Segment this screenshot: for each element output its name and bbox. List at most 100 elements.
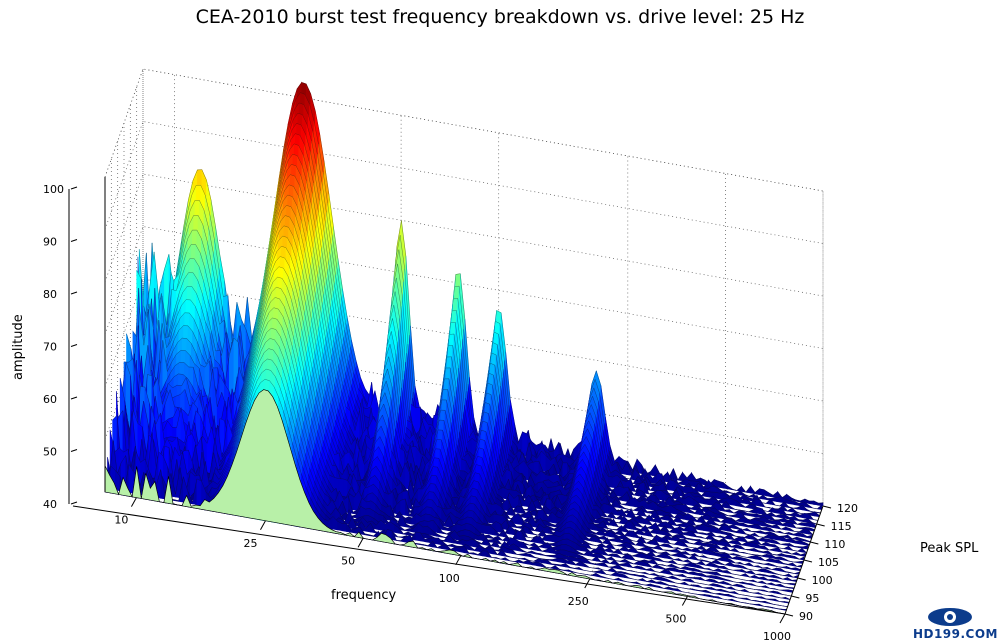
surface-patch bbox=[800, 552, 806, 557]
surface-patch bbox=[782, 522, 788, 527]
surface-patch bbox=[749, 504, 755, 510]
surface-patch bbox=[780, 514, 786, 519]
z-tick bbox=[70, 449, 78, 452]
surface-patch bbox=[607, 504, 614, 515]
surface-patch bbox=[721, 556, 727, 562]
x-tick-label: 100 bbox=[439, 572, 460, 585]
surface-patch bbox=[524, 509, 530, 519]
surface-patch bbox=[768, 519, 774, 525]
surface-patch bbox=[745, 541, 752, 547]
surface-patch bbox=[702, 498, 709, 505]
surface-patch bbox=[642, 518, 649, 525]
x-tick-label: 10 bbox=[114, 514, 128, 527]
surface-patch bbox=[685, 562, 692, 567]
surface-patch bbox=[433, 537, 439, 545]
x-tick bbox=[130, 497, 137, 507]
surface-patch bbox=[612, 564, 619, 570]
x-axis-title: frequency bbox=[331, 588, 397, 603]
x-tick-label: 1000 bbox=[763, 630, 791, 642]
surface-patch bbox=[415, 531, 421, 542]
surface-patch bbox=[532, 545, 538, 551]
surface-patch bbox=[678, 569, 685, 574]
surface-patch bbox=[669, 567, 676, 572]
x-tick bbox=[260, 520, 266, 531]
surface-patch bbox=[649, 583, 656, 588]
surface-patch bbox=[770, 554, 776, 560]
surface-patch bbox=[733, 564, 740, 568]
surface-patch bbox=[696, 515, 702, 523]
surface-patch bbox=[761, 554, 767, 558]
surface-patch bbox=[645, 568, 652, 572]
surface-patch bbox=[738, 536, 744, 542]
surface-patch bbox=[685, 578, 691, 583]
surface-patch bbox=[674, 567, 680, 573]
surface-patch bbox=[780, 553, 787, 558]
z-tick bbox=[70, 396, 78, 400]
surface-patch bbox=[744, 516, 750, 524]
y-gridline bbox=[110, 159, 792, 597]
z-tick bbox=[70, 186, 78, 190]
surface-patch bbox=[794, 501, 800, 506]
surface-patch bbox=[567, 556, 573, 561]
surface-patch bbox=[700, 548, 706, 555]
surface-patch bbox=[638, 575, 645, 578]
surface-patch bbox=[691, 547, 697, 553]
surface-patch bbox=[754, 488, 760, 495]
z-tick-label: 80 bbox=[43, 288, 57, 301]
surface-patch bbox=[482, 550, 488, 558]
surface-patch bbox=[550, 523, 556, 528]
x-gridline bbox=[362, 115, 402, 539]
y-tick-label: 95 bbox=[805, 592, 819, 605]
surface-patch bbox=[638, 560, 644, 566]
surface-patch bbox=[516, 530, 523, 541]
surface-patch bbox=[718, 565, 725, 569]
surface-patch bbox=[620, 542, 626, 548]
x-tick bbox=[455, 555, 462, 566]
surface-patch bbox=[707, 498, 713, 506]
surface-patch bbox=[772, 519, 779, 526]
surface-patch bbox=[629, 497, 636, 508]
surface-patch bbox=[549, 534, 556, 543]
surface-patch bbox=[535, 535, 541, 544]
surface-patch bbox=[681, 504, 687, 513]
surface-patch bbox=[741, 597, 748, 600]
z-tick bbox=[70, 239, 78, 242]
surface-patch bbox=[400, 498, 406, 516]
surface-patch bbox=[575, 560, 581, 567]
surface-patch bbox=[766, 554, 772, 559]
surface-patch bbox=[766, 538, 772, 544]
y-gridline bbox=[123, 123, 805, 561]
surface-patch bbox=[548, 559, 554, 562]
surface-patch bbox=[803, 513, 810, 520]
x-gridline bbox=[589, 156, 629, 580]
surface-patch bbox=[772, 535, 778, 541]
z-tick bbox=[70, 501, 78, 505]
surface-patch bbox=[553, 552, 560, 559]
surface-patch bbox=[580, 546, 586, 552]
y-tick-label: 90 bbox=[799, 610, 813, 623]
surface-patch bbox=[341, 523, 347, 532]
y-tick bbox=[810, 541, 819, 545]
surface-patch bbox=[790, 512, 796, 517]
surface-patch bbox=[480, 523, 486, 534]
surface-patch bbox=[667, 559, 674, 564]
z-tick-label: 60 bbox=[43, 393, 57, 406]
surface-patch bbox=[670, 535, 677, 542]
x-gridline bbox=[460, 132, 500, 556]
y-tick-label: 120 bbox=[837, 502, 858, 515]
surface-patch bbox=[707, 526, 713, 533]
y-tick bbox=[784, 613, 794, 617]
surface-patch bbox=[689, 480, 696, 488]
surface-patch bbox=[809, 527, 815, 532]
surface-patch bbox=[775, 514, 781, 518]
y-tick bbox=[797, 577, 806, 581]
surface-patch bbox=[487, 547, 494, 555]
surface-patch bbox=[693, 568, 700, 573]
surface-patch bbox=[553, 541, 559, 547]
surface-patch bbox=[702, 542, 708, 547]
z-gridline bbox=[104, 68, 824, 192]
surface-patch bbox=[786, 522, 792, 528]
x-tick-label: 250 bbox=[568, 595, 589, 608]
chart-title: CEA-2010 burst test frequency breakdown … bbox=[195, 6, 805, 28]
